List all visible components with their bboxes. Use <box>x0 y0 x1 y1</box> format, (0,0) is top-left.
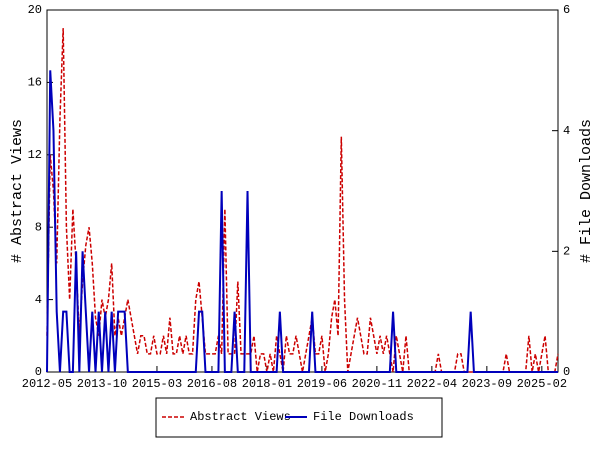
y-axis-label: # Abstract Views <box>9 119 26 263</box>
legend-label: Abstract Views <box>190 410 291 424</box>
x-tick-label: 2013-10 <box>77 377 127 391</box>
y-tick-label: 12 <box>28 148 42 162</box>
y-tick-label: 20 <box>28 3 42 17</box>
legend-label: File Downloads <box>313 410 414 424</box>
x-tick-label: 2016-08 <box>187 377 237 391</box>
y2-tick-label: 6 <box>563 3 570 17</box>
y-tick-label: 4 <box>35 293 42 307</box>
y2-tick-label: 0 <box>563 365 570 379</box>
x-tick-label: 2023-09 <box>462 377 512 391</box>
y-tick-label: 0 <box>35 365 42 379</box>
y-tick-label: 8 <box>35 220 42 234</box>
x-tick-label: 2012-05 <box>22 377 72 391</box>
x-tick-label: 2018-01 <box>242 377 292 391</box>
y2-tick-label: 4 <box>563 124 570 138</box>
y2-axis-label: # File Downloads <box>578 119 595 263</box>
plot-frame <box>46 9 559 373</box>
x-tick-label: 2025-02 <box>517 377 567 391</box>
y2-tick-label: 2 <box>563 245 570 259</box>
x-tick-label: 2022-04 <box>407 377 457 391</box>
x-tick-label: 2019-06 <box>297 377 347 391</box>
x-tick-label: 2020-11 <box>352 377 402 391</box>
y-tick-label: 16 <box>28 76 42 90</box>
x-tick-label: 2015-03 <box>132 377 182 391</box>
series-line <box>46 28 559 373</box>
series-line <box>46 70 558 373</box>
